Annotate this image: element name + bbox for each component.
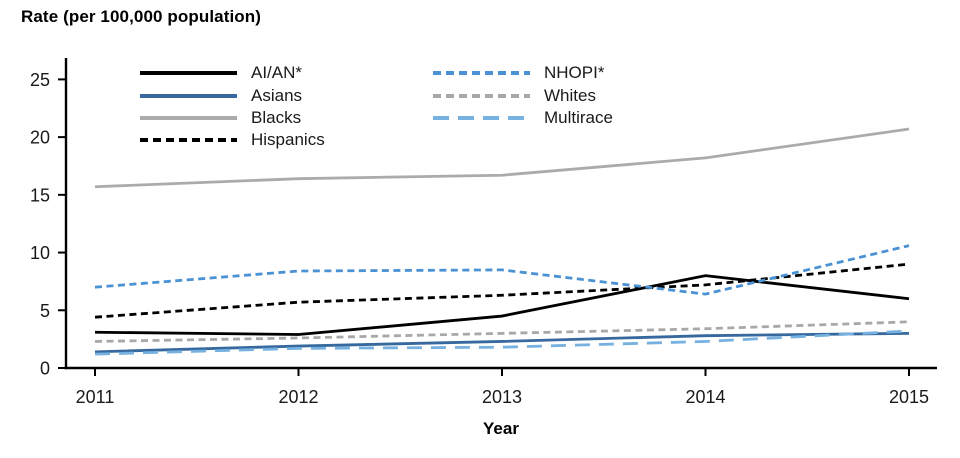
legend-label: Asians <box>251 85 303 105</box>
legend-column-right: NHOPI* Whites Multirace <box>433 62 613 129</box>
legend-line-swatch <box>140 71 237 76</box>
y-tick-label: 15 <box>30 185 50 205</box>
x-tick-label: 2014 <box>685 387 725 407</box>
x-tick-label: 2013 <box>482 387 522 407</box>
legend-item-blacks: Blacks <box>140 107 325 129</box>
x-tick-label: 2012 <box>278 387 318 407</box>
x-axis-title: Year <box>483 419 519 438</box>
legend-item-nhopi: NHOPI* <box>433 62 613 84</box>
y-tick-label: 10 <box>30 243 50 263</box>
series-line-multirace <box>94 329 910 356</box>
series-line-whites <box>94 320 910 343</box>
x-tick-label: 2011 <box>76 387 115 407</box>
legend-line-swatch <box>140 138 237 143</box>
legend-label: Whites <box>544 85 596 105</box>
legend-item-aian: AI/AN* <box>140 62 325 84</box>
legend-item-multirace: Multirace <box>433 107 613 129</box>
legend-label: AI/AN* <box>251 63 303 83</box>
legend-label: Multirace <box>544 107 613 127</box>
y-tick-label: 5 <box>40 301 50 321</box>
legend-line-swatch <box>433 115 530 120</box>
y-tick-label: 20 <box>30 128 50 148</box>
series-line-hispanics <box>94 262 910 319</box>
series-line-asians <box>94 331 910 354</box>
legend-label: NHOPI* <box>544 63 605 83</box>
y-tick-label: 0 <box>40 359 50 379</box>
series-line-aian <box>94 274 910 336</box>
legend-item-hispanics: Hispanics <box>140 129 325 151</box>
legend-item-asians: Asians <box>140 84 325 106</box>
chart-title: Rate (per 100,000 population) <box>21 7 262 26</box>
legend-line-swatch <box>433 93 530 98</box>
series-line-blacks <box>94 127 910 189</box>
legend-line-swatch <box>140 93 237 98</box>
legend-label: Blacks <box>251 107 302 127</box>
legend-line-swatch <box>433 71 530 76</box>
x-tick-label: 2015 <box>889 387 929 407</box>
legend-label: Hispanics <box>251 130 325 150</box>
legend-column-left: AI/AN* Asians Blacks Hispanics <box>140 62 325 152</box>
y-tick-label: 25 <box>30 70 50 90</box>
series-line-nhopi <box>94 244 910 296</box>
legend-item-whites: Whites <box>433 84 613 106</box>
legend-line-swatch <box>140 115 237 120</box>
